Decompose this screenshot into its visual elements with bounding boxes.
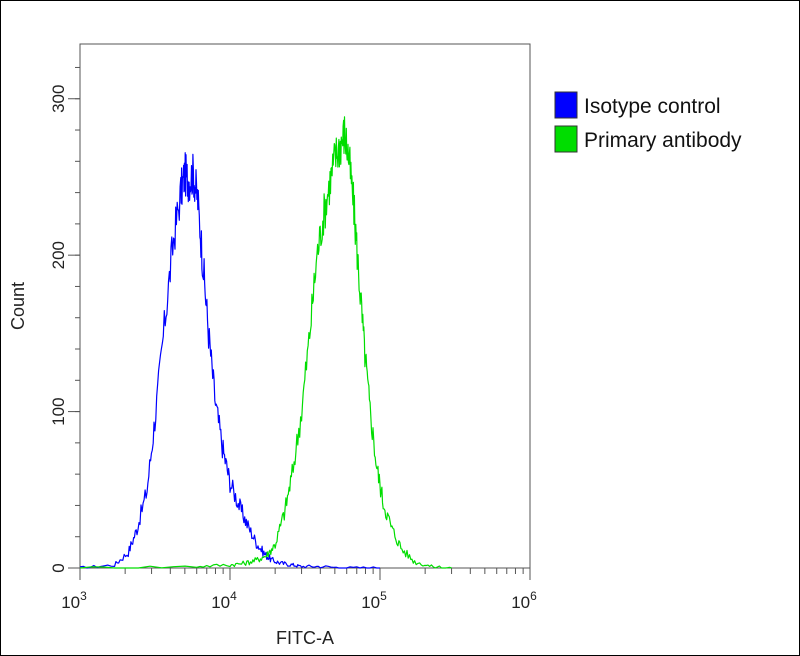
x-tick-label: 103 xyxy=(61,589,87,612)
legend-swatch xyxy=(554,125,578,153)
y-tick-label: 200 xyxy=(49,241,68,269)
x-tick-label: 105 xyxy=(361,589,387,612)
legend-label: Isotype control xyxy=(584,95,721,118)
x-tick-label: 104 xyxy=(211,589,237,612)
x-tick-label: 106 xyxy=(511,589,537,612)
y-tick-label: 100 xyxy=(49,397,68,425)
legend-swatch xyxy=(554,91,578,119)
y-axis: 0 100 200 300 xyxy=(49,66,80,573)
y-axis-title: Count xyxy=(8,282,28,330)
legend-label: Primary antibody xyxy=(584,129,742,152)
series-line-0 xyxy=(79,152,380,569)
x-axis: 103 104 105 106 xyxy=(61,568,537,612)
y-tick-label: 0 xyxy=(49,563,68,572)
y-tick-label: 300 xyxy=(49,85,68,113)
series-line-1 xyxy=(79,116,452,569)
series-layer xyxy=(79,116,452,569)
x-axis-title: FITC-A xyxy=(276,628,334,648)
legend: Isotype control Primary antibody xyxy=(554,91,742,153)
